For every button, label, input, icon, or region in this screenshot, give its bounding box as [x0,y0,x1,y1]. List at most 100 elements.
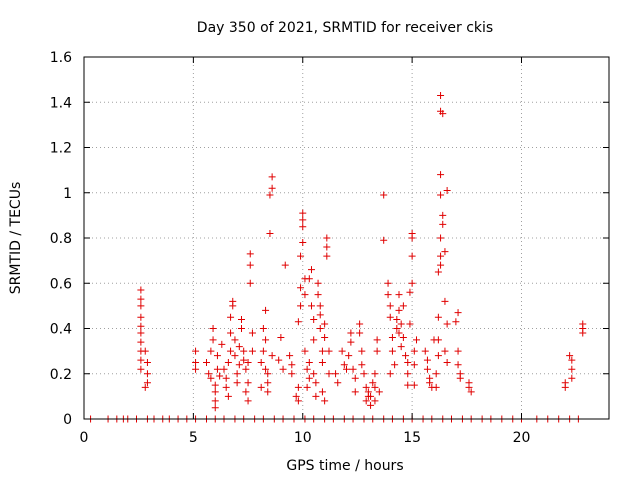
data-point [561,383,569,391]
data-point [279,365,287,373]
data-point [432,383,440,391]
x-tick-label: 5 [189,430,198,446]
data-point [362,383,370,391]
data-point [312,379,320,387]
data-point [294,397,302,405]
data-point [371,383,379,391]
data-point [318,347,326,355]
y-tick-label: 1.4 [50,95,72,111]
data-point [257,358,265,366]
data-point [288,361,296,369]
data-point [137,338,145,346]
data-point [224,358,232,366]
data-point [408,229,416,237]
data-point [316,311,324,319]
x-tick-label: 20 [513,430,531,446]
data-point [246,250,254,258]
data-point [264,388,272,396]
data-point [240,347,248,355]
data-point [356,329,364,337]
data-point [410,347,418,355]
chart-title: Day 350 of 2021, SRMTID for receiver cki… [197,20,493,36]
data-point [246,279,254,287]
data-point [213,352,221,360]
data-point [259,347,267,355]
data-point [231,336,239,344]
data-point [299,209,307,217]
data-point [406,320,414,328]
data-point [423,356,431,364]
data-point [388,334,396,342]
data-point [301,291,309,299]
data-point [380,236,388,244]
data-point [568,356,576,364]
data-point [408,279,416,287]
data-point [441,248,449,256]
data-point [568,374,576,382]
data-point [437,191,445,199]
data-point [360,370,368,378]
data-point [209,325,217,332]
x-axis-title: GPS time / hours [286,458,403,474]
data-point [316,302,324,310]
data-point [367,392,375,400]
data-point [358,361,366,369]
data-point [218,340,226,348]
data-point [443,358,451,366]
data-point [410,381,418,389]
data-point [380,191,388,199]
data-point [402,352,410,360]
data-point [386,302,394,310]
data-point [318,388,326,396]
data-point [566,352,574,360]
data-point [314,291,322,299]
data-point [235,343,243,351]
data-point [395,291,403,299]
data-point [367,401,375,409]
data-point [294,318,302,326]
data-point [393,325,401,332]
data-point [375,388,383,396]
data-point [406,288,414,296]
data-point [314,279,322,287]
data-point [137,356,145,364]
data-point [358,347,366,355]
data-point [325,347,333,355]
data-point [297,302,305,310]
data-point [242,388,250,396]
data-point [386,313,394,321]
y-tick-label: 0.2 [50,367,72,383]
data-point [264,379,272,387]
data-point [211,404,219,412]
data-point [242,365,250,373]
data-point [213,365,221,373]
data-point [437,234,445,242]
data-point [211,388,219,396]
data-point [351,388,359,396]
data-point [308,302,315,310]
data-point [371,370,379,378]
data-point [229,297,237,305]
data-point [192,347,200,355]
data-point [137,322,145,330]
data-point [281,261,289,269]
data-point [137,313,145,321]
y-tick-label: 0 [63,412,72,428]
data-point [310,315,318,323]
data-point [369,379,377,387]
data-point [286,352,294,360]
data-point [393,315,401,323]
y-tick-label: 0.4 [50,322,72,338]
data-point [235,361,243,369]
data-point [443,186,451,194]
data-point [386,370,394,378]
data-point [395,329,403,337]
data-point [312,392,320,400]
data-point [437,261,445,269]
data-point [356,320,364,328]
data-point [137,295,145,303]
y-tick-label: 0.8 [50,231,72,247]
data-point [233,379,241,387]
data-point [434,268,442,276]
data-point [371,397,379,405]
